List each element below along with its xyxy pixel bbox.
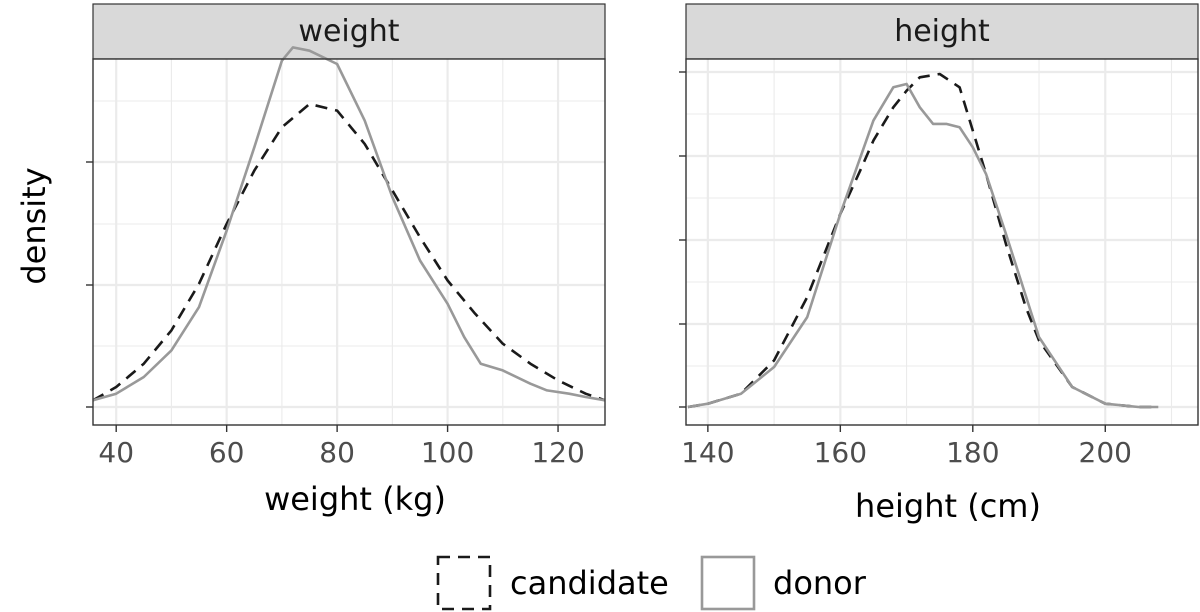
legend-label-candidate: candidate — [510, 564, 669, 602]
strip-weight-label: weight — [298, 14, 399, 49]
density-line-donor-weight — [92, 46, 606, 402]
legend-key-candidate — [436, 555, 492, 611]
x-axis-title-weight: weight (kg) — [264, 480, 446, 518]
plot-area-weight — [93, 59, 605, 425]
x-axis-weight: 40 60 80 100 120 — [98, 425, 585, 469]
x-axis-title-height: height (cm) — [855, 487, 1041, 525]
x-tick-label-weight-60: 60 — [209, 436, 245, 469]
legend-item-candidate: candidate — [436, 555, 669, 611]
gridlines-weight — [93, 59, 605, 425]
density-lines-weight — [92, 46, 606, 402]
strip-weight-background — [92, 3, 606, 60]
strip-height-label: height — [894, 14, 990, 49]
legend-label-donor: donor — [773, 564, 867, 602]
density-lines-height — [687, 72, 1159, 409]
legend-item-donor: donor — [700, 555, 867, 611]
x-tick-label-weight-80: 80 — [319, 436, 355, 469]
x-tick-label-height-160: 160 — [814, 436, 867, 469]
density-line-donor-height — [687, 82, 1159, 409]
x-tick-label-height-140: 140 — [681, 436, 734, 469]
y-axis-title: density — [15, 167, 53, 284]
y-axis-ticks-height — [679, 71, 686, 408]
x-tick-label-weight-100: 100 — [421, 436, 474, 469]
x-tick-label-height-200: 200 — [1079, 436, 1132, 469]
panel-weight: weight 40 60 80 100 120 weight (kg) — [86, 3, 606, 518]
gridlines-height — [686, 59, 1198, 425]
legend-key-donor — [700, 555, 756, 611]
plot-area-height — [686, 59, 1198, 425]
legend: candidate donor — [436, 555, 867, 611]
x-tick-label-weight-120: 120 — [531, 436, 584, 469]
y-axis-ticks-weight — [86, 161, 93, 408]
x-tick-label-height-180: 180 — [946, 436, 999, 469]
plot-border-height — [685, 58, 1199, 426]
density-line-candidate-weight — [92, 102, 606, 402]
strip-height-background — [685, 3, 1199, 60]
panel-height: height 140 160 180 200 height (cm) — [679, 3, 1199, 525]
plot-border-weight — [92, 58, 606, 426]
x-axis-height: 140 160 180 200 — [681, 425, 1132, 469]
x-tick-label-weight-40: 40 — [98, 436, 134, 469]
